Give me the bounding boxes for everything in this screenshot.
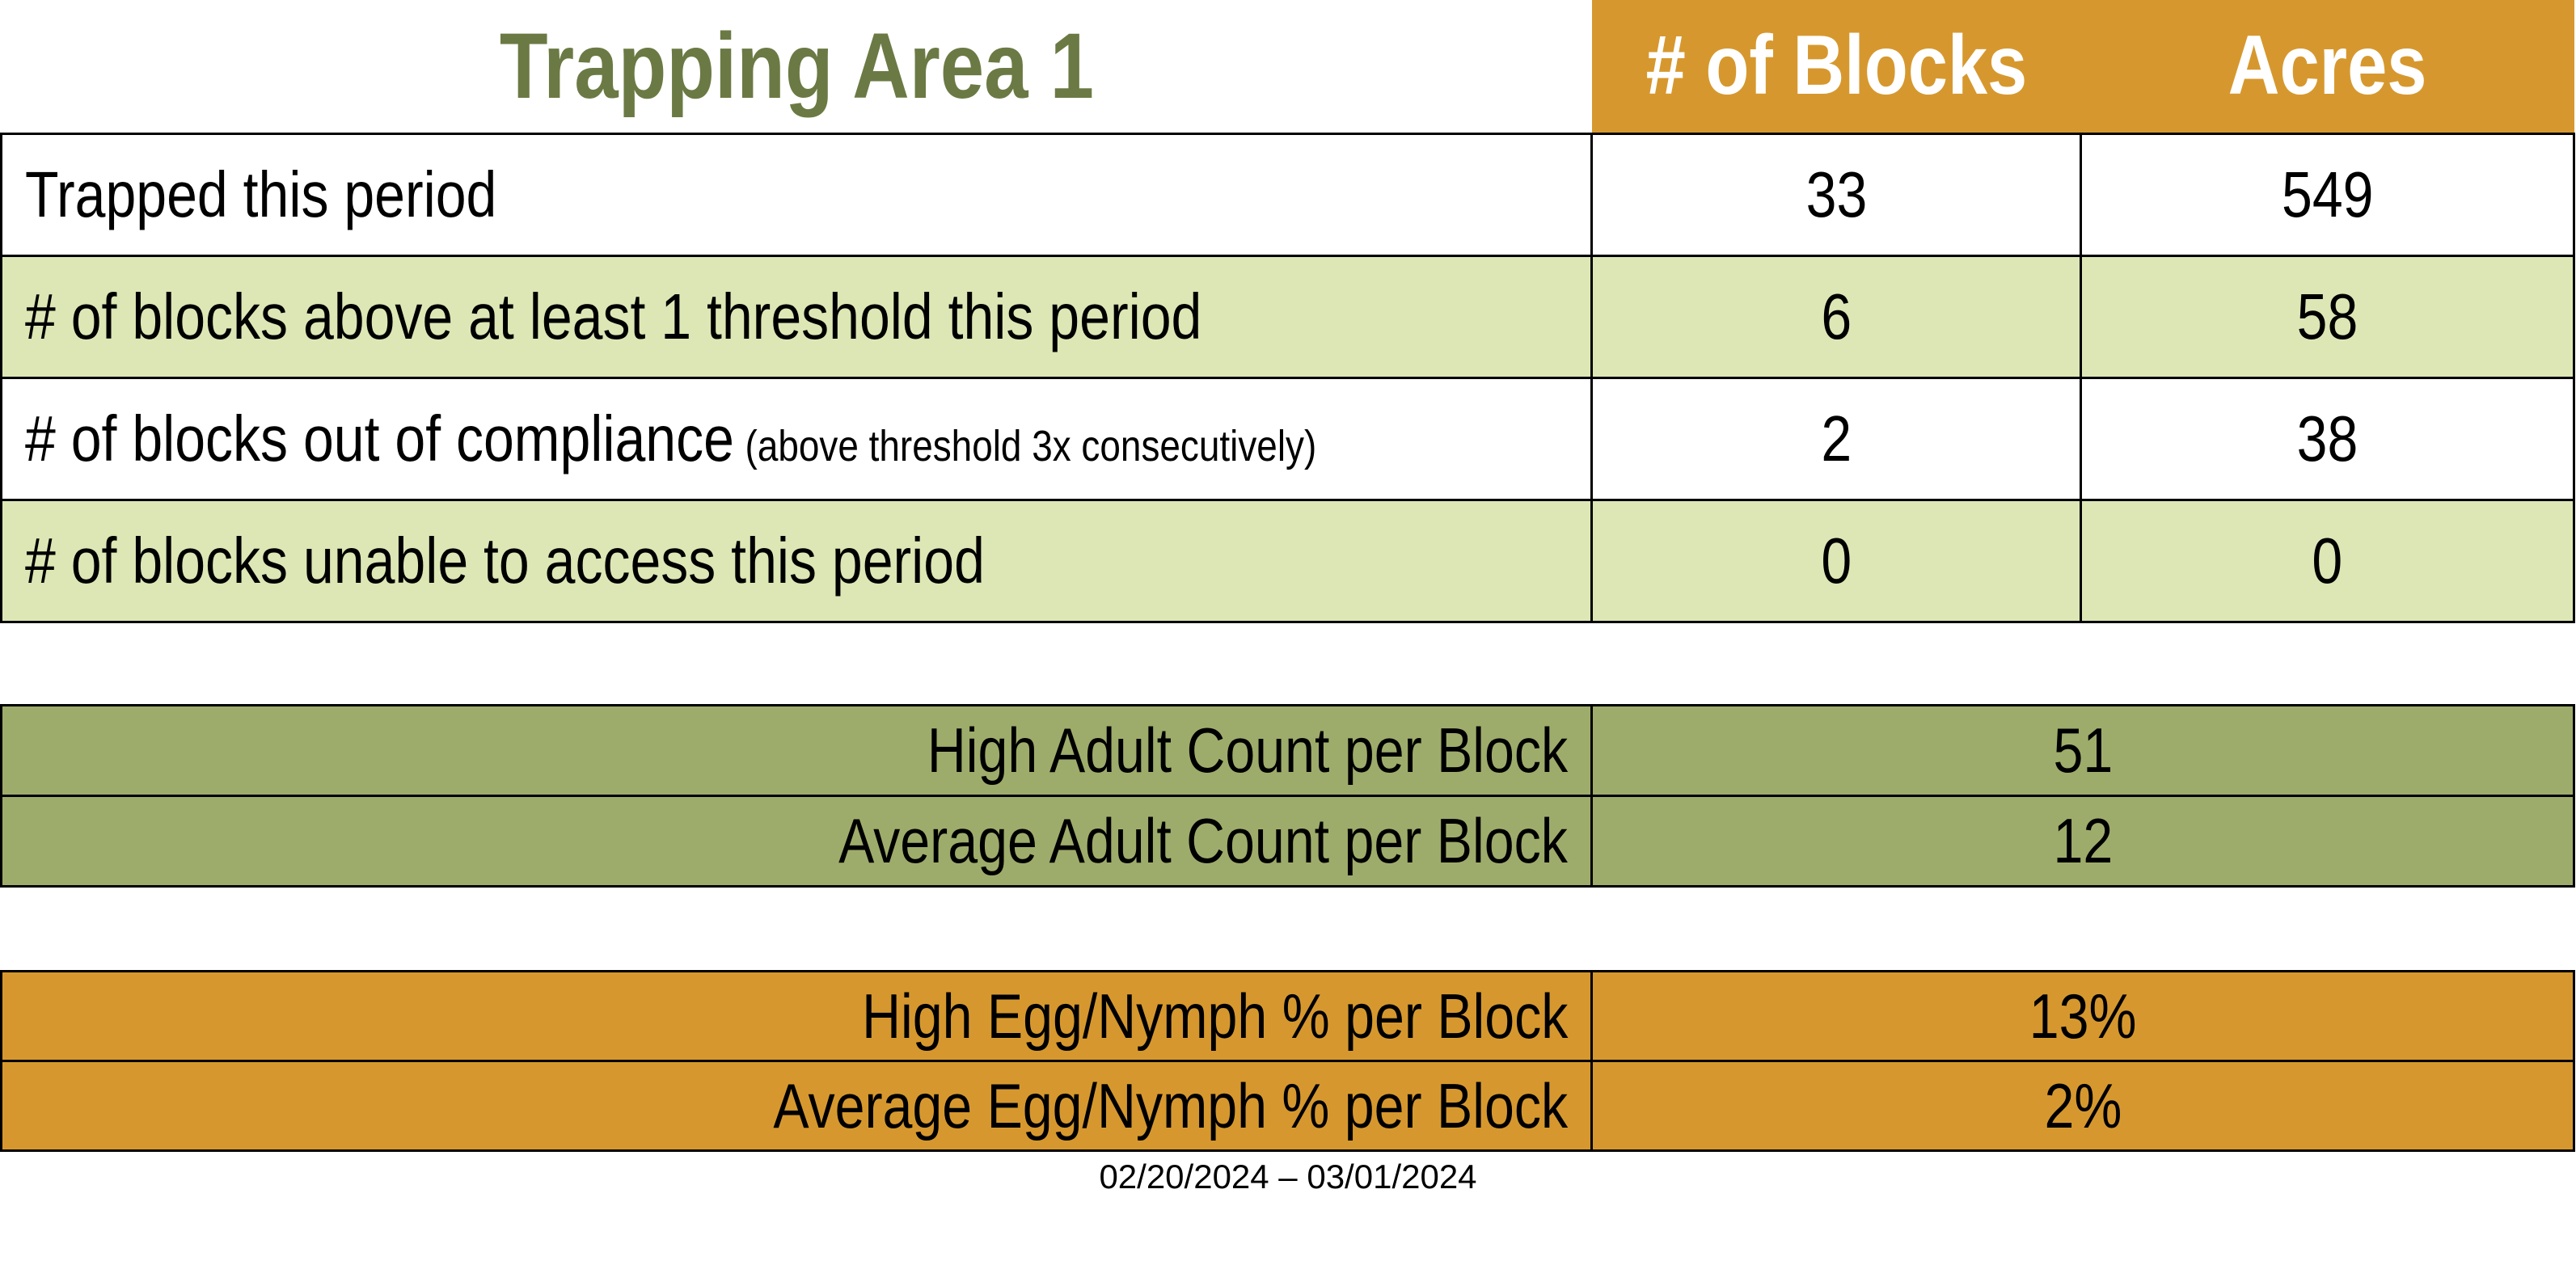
row-value-cell: 51 — [1590, 704, 2575, 797]
column-header-acres: Acres — [2080, 0, 2574, 133]
row-value-cell: 12 — [1590, 795, 2575, 888]
table-row-above-threshold: # of blocks above at least 1 threshold t… — [0, 254, 2575, 379]
row-label-cell: Trapped this period — [0, 132, 1593, 257]
row-label-cell: # of blocks above at least 1 threshold t… — [0, 254, 1593, 379]
acres-value-cell: 0 — [2080, 498, 2575, 623]
page-title: Trapping Area 1 — [499, 14, 1094, 118]
blocks-value: 6 — [1821, 280, 1852, 352]
date-range: 02/20/2024 – 03/01/2024 — [1099, 1158, 1477, 1196]
table-row-average-adult: Average Adult Count per Block 12 — [0, 795, 2575, 888]
acres-value: 38 — [2296, 402, 2359, 474]
blocks-value: 33 — [1805, 158, 1867, 230]
adult-count-table: High Adult Count per Block 51 Average Ad… — [0, 704, 2575, 888]
row-label-cell: Average Egg/Nymph % per Block — [0, 1060, 1593, 1152]
table-row-out-of-compliance: # of blocks out of compliance (above thre… — [0, 376, 2575, 501]
acres-value-cell: 58 — [2080, 254, 2575, 379]
blocks-value-cell: 33 — [1590, 132, 2082, 257]
blocks-value-cell: 2 — [1590, 376, 2082, 501]
acres-value: 0 — [2312, 524, 2343, 597]
row-label: Average Egg/Nymph % per Block — [773, 1069, 1568, 1141]
acres-value-cell: 38 — [2080, 376, 2575, 501]
row-note: (above threshold 3x consecutively) — [745, 421, 1317, 470]
row-value: 51 — [2053, 715, 2113, 786]
trapping-summary-table: Trapping Area 1 # of Blocks Acres Trappe… — [0, 0, 2575, 623]
acres-value: 549 — [2281, 158, 2374, 230]
row-value: 12 — [2053, 805, 2113, 876]
row-label: Average Adult Count per Block — [838, 805, 1568, 876]
row-label: # of blocks out of compliance — [25, 402, 734, 474]
row-label: # of blocks unable to access this period — [25, 524, 985, 597]
row-label-cell: # of blocks out of compliance (above thre… — [0, 376, 1593, 501]
row-value-cell: 2% — [1590, 1060, 2575, 1152]
acres-value: 58 — [2296, 280, 2359, 352]
blocks-value: 2 — [1821, 402, 1852, 474]
blocks-value-cell: 0 — [1590, 498, 2082, 623]
row-label: Trapped this period — [25, 158, 497, 230]
row-value: 2% — [2044, 1069, 2122, 1141]
row-label-cell: Average Adult Count per Block — [0, 795, 1593, 888]
blocks-value-cell: 6 — [1590, 254, 2082, 379]
header-row: Trapping Area 1 # of Blocks Acres — [1, 0, 2574, 133]
acres-value-cell: 549 — [2080, 132, 2575, 257]
row-label: High Egg/Nymph % per Block — [861, 980, 1568, 1052]
row-label: High Adult Count per Block — [927, 715, 1568, 786]
blocks-value: 0 — [1821, 524, 1852, 597]
column-header-acres-label: Acres — [2228, 19, 2427, 113]
table-row-high-egg: High Egg/Nymph % per Block 13% — [0, 970, 2575, 1062]
table-row-high-adult: High Adult Count per Block 51 — [0, 704, 2575, 797]
row-label-cell: # of blocks unable to access this period — [0, 498, 1593, 623]
row-label-with-note: # of blocks out of compliance (above thre… — [25, 402, 1316, 476]
row-value: 13% — [2029, 980, 2137, 1052]
title-cell: Trapping Area 1 — [1, 0, 1592, 133]
row-value-cell: 13% — [1590, 970, 2575, 1062]
row-label-cell: High Egg/Nymph % per Block — [0, 970, 1593, 1062]
egg-nymph-table: High Egg/Nymph % per Block 13% Average E… — [0, 970, 2575, 1152]
row-label-cell: High Adult Count per Block — [0, 704, 1593, 797]
table-row-trapped: Trapped this period 33 549 — [0, 132, 2575, 257]
table-row-average-egg: Average Egg/Nymph % per Block 2% — [0, 1060, 2575, 1152]
table-row-unable-to-access: # of blocks unable to access this period… — [0, 498, 2575, 623]
column-header-blocks-label: # of Blocks — [1645, 19, 2027, 113]
row-label: # of blocks above at least 1 threshold t… — [25, 280, 1202, 352]
column-header-blocks: # of Blocks — [1591, 0, 2081, 133]
